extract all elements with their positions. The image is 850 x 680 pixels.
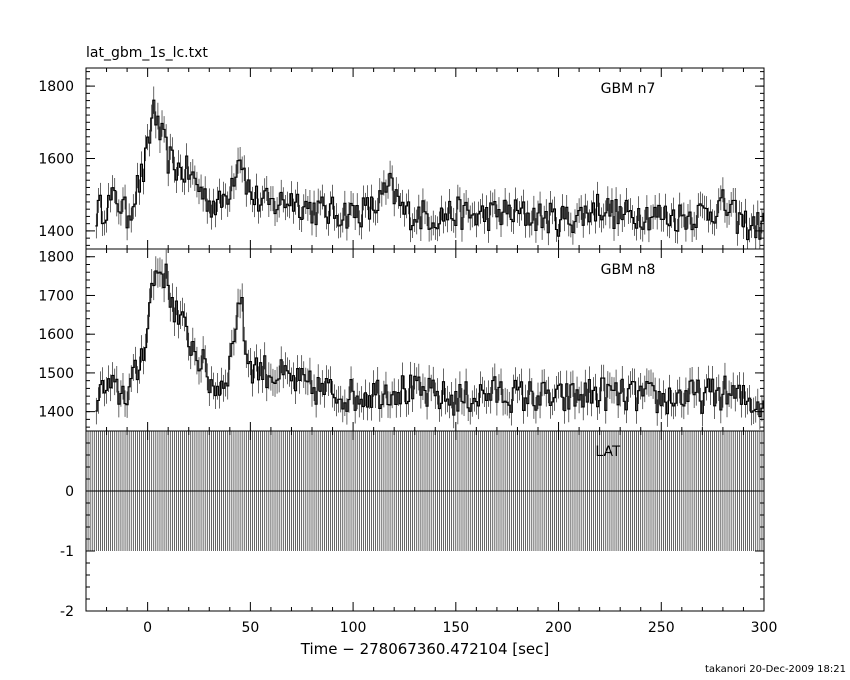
panel-gbm-n7: 1400 1600 1800 GBM n7 [38, 67, 765, 250]
lightcurve-line [95, 263, 764, 418]
x-tick-label: 250 [648, 620, 675, 636]
x-tick-label: 0 [143, 620, 152, 636]
x-tick-label: 100 [340, 620, 367, 636]
panel-label: LAT [595, 444, 621, 460]
x-tick-label: 50 [241, 620, 259, 636]
x-tick-label: 200 [545, 620, 572, 636]
chart-title: lat_gbm_1s_lc.txt [86, 45, 208, 61]
y-tick-label: -2 [60, 604, 74, 620]
data-layer [95, 86, 764, 249]
panel-frame [85, 430, 765, 612]
y-tick-label: 1800 [38, 250, 74, 266]
y-tick-label: 1500 [38, 366, 74, 382]
panel-label: GBM n7 [601, 81, 656, 97]
panel-gbm-n8: 1400 1500 1600 1700 1800 GBM n8 [38, 248, 765, 432]
y-tick-label: 1700 [38, 288, 74, 304]
panel-label: GBM n8 [601, 262, 656, 278]
error-bars [95, 249, 764, 430]
data-layer [86, 431, 764, 551]
panel-lat: -2 -1 0 LAT [60, 430, 765, 620]
y-tick-label: 1600 [38, 327, 74, 343]
y-tick-label: 1400 [38, 224, 74, 240]
y-tick-label: 0 [65, 484, 74, 500]
lightcurve-line [95, 99, 764, 241]
x-axis: 0 50 100 150 200 250 300 [143, 620, 777, 636]
x-tick-label: 150 [442, 620, 469, 636]
footer-credit: takanori 20-Dec-2009 18:21 [704, 664, 846, 675]
x-axis-label: Time − 278067360.472104 [sec] [300, 640, 550, 658]
data-layer [95, 249, 764, 430]
y-tick-label: 1600 [38, 152, 74, 168]
error-bars [95, 86, 764, 249]
x-tick-label: 300 [751, 620, 778, 636]
y-tick-label: 1800 [38, 79, 74, 95]
y-tick-label: 1400 [38, 405, 74, 421]
y-tick-label: -1 [60, 544, 74, 560]
